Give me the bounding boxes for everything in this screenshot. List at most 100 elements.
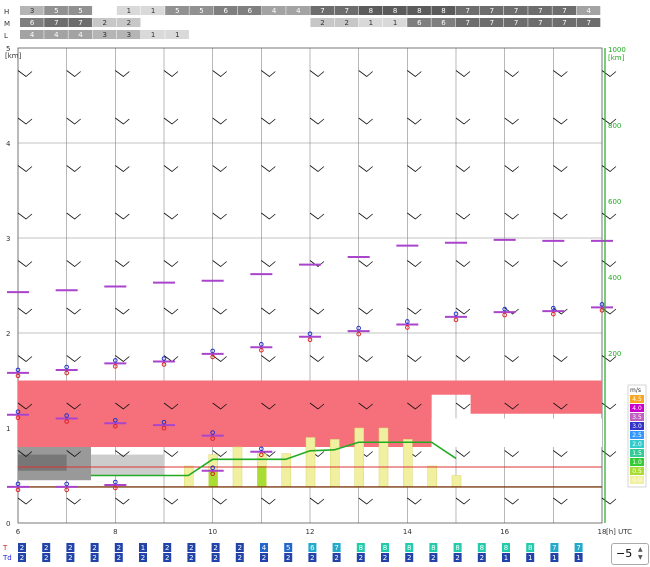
td-cell	[332, 553, 341, 562]
cloud-cell	[479, 6, 504, 15]
wind-barb	[212, 165, 227, 173]
wind-barb	[261, 165, 276, 173]
wind-barb	[601, 450, 617, 458]
left-unit: [km]	[5, 52, 22, 60]
legend-swatch	[630, 458, 644, 466]
t-cell	[332, 543, 341, 552]
wind-barb	[309, 70, 325, 78]
cloud-row-label: L	[4, 32, 8, 40]
precip-bar	[451, 475, 462, 488]
td-cell-value: 2	[407, 554, 411, 562]
t-cell-value: 8	[480, 544, 484, 552]
wind-barb	[17, 117, 33, 125]
wind-barb	[553, 450, 568, 458]
t-cell-value: 1	[141, 544, 145, 552]
td-cell	[405, 553, 414, 562]
wind-barb	[553, 497, 568, 505]
cloud-cell-value: 7	[514, 19, 518, 27]
legend-swatch	[630, 467, 644, 475]
cloud-cell	[383, 18, 407, 27]
wind-barb	[261, 212, 276, 220]
d-label: D	[141, 540, 146, 541]
wind-barb	[504, 70, 519, 78]
red-dot	[113, 485, 118, 491]
wind-barb	[309, 402, 325, 410]
red-dot	[356, 331, 361, 337]
red-dot	[453, 317, 459, 323]
wind-barb	[358, 70, 373, 78]
wind-barb	[455, 355, 471, 363]
td-cell-value: 2	[20, 554, 24, 562]
red-dot	[259, 347, 264, 353]
cloud-cell-value: 7	[465, 19, 469, 27]
t-cell	[260, 543, 268, 552]
blue-dot	[210, 430, 215, 435]
wind-barb	[115, 117, 130, 125]
wind-barb	[601, 212, 617, 220]
t-cell-value: 8	[359, 544, 363, 552]
blue-dot	[161, 356, 167, 361]
cloud-cell	[141, 6, 165, 15]
cloud-cell	[20, 30, 44, 39]
red-dot	[113, 364, 118, 369]
legend-label: 2.5	[632, 432, 642, 439]
left-tick-label: 5	[6, 45, 10, 53]
td-cell	[429, 553, 438, 562]
cloud-cell-value: 2	[344, 19, 348, 27]
td-cell-value: 1	[504, 554, 508, 562]
left-tick-label: 2	[6, 330, 10, 338]
cloud-cell-value: 6	[223, 7, 228, 15]
blue-dot	[15, 409, 21, 415]
right-tick-label: 200	[608, 350, 621, 358]
legend-label: 4.5	[632, 396, 642, 403]
cloud-cell	[20, 18, 44, 27]
cloud-cell-value: 7	[490, 7, 494, 15]
red-dot	[599, 308, 605, 313]
td-cell-value: 1	[528, 554, 532, 562]
td-cell	[308, 553, 317, 562]
t-cell-value: 2	[92, 544, 96, 552]
cloud-cell	[44, 30, 68, 39]
td-cell	[42, 553, 51, 562]
red-dot	[307, 337, 313, 343]
t-cell-value: 8	[504, 544, 508, 552]
left-tick-label: 1	[6, 425, 10, 433]
wind-barb	[212, 117, 227, 125]
wind-barb	[504, 212, 519, 220]
td-cell-value: 2	[213, 554, 217, 562]
td-cell-value: 2	[286, 554, 290, 562]
wind-barb	[17, 70, 33, 78]
stepper-arrows-icon[interactable]: ▲ ▼	[638, 546, 643, 561]
t-cell	[163, 543, 172, 552]
wind-barb	[358, 497, 373, 505]
precip-bar-green	[208, 470, 218, 487]
cloud-cell	[20, 6, 44, 15]
cloud-cell-value: 7	[490, 19, 494, 27]
wind-barb	[115, 402, 130, 410]
cloud-cell-value: 2	[127, 19, 131, 27]
wind-barb	[163, 165, 179, 173]
precip-bar	[184, 465, 194, 488]
wind-barb	[407, 307, 422, 315]
t-cell	[429, 543, 438, 552]
wind-barb	[212, 260, 227, 268]
offset-stepper[interactable]: −5 ▲ ▼	[611, 543, 649, 565]
blue-dot	[15, 481, 21, 487]
wind-barb	[455, 70, 471, 78]
t-cell	[42, 543, 51, 552]
cloud-cell	[504, 6, 528, 15]
wind-barb	[17, 260, 33, 268]
right-tick-label: 600	[608, 198, 621, 206]
td-cell	[163, 553, 172, 562]
wind-barb	[407, 212, 422, 220]
cloud-cell-value: 6	[417, 19, 422, 27]
cloud-cell	[189, 6, 214, 15]
cloud-cell	[68, 6, 93, 15]
cloud-cell-value: 4	[272, 7, 277, 15]
wind-barb	[455, 497, 471, 505]
legend-label: 4.0	[632, 405, 642, 412]
blue-dot	[64, 481, 69, 487]
cloud-cell	[528, 18, 552, 27]
legend-label: 1.0	[632, 459, 642, 466]
wind-barb	[504, 307, 519, 315]
